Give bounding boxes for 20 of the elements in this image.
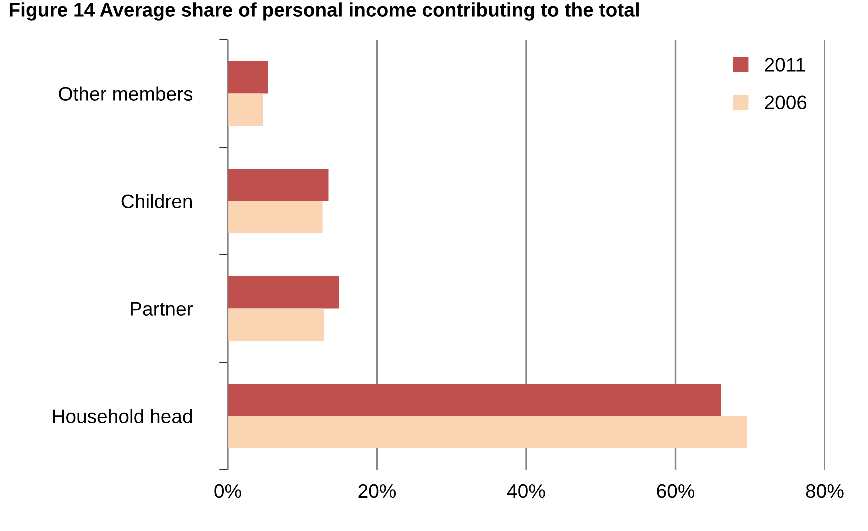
chart-title: Figure 14 Average share of personal income contributing to the total <box>10 2 639 21</box>
y-tick-label: Partner <box>131 302 193 316</box>
bar <box>228 62 268 94</box>
bar <box>228 169 329 202</box>
legend-label: 2011 <box>765 58 806 72</box>
x-tick-label: 20% <box>358 484 396 498</box>
bar <box>228 308 324 341</box>
y-tick-label: Other members <box>59 86 193 101</box>
x-tick-label: 40% <box>507 484 546 498</box>
x-tick-label: 80% <box>806 484 844 498</box>
bar <box>228 94 264 126</box>
x-tick-label: 0% <box>214 484 242 498</box>
x-tick-label: 60% <box>657 484 695 498</box>
bar <box>228 201 323 234</box>
bar <box>228 384 722 416</box>
bar <box>228 276 340 309</box>
y-tick-label: Children <box>122 194 192 208</box>
y-tick-label: Household head <box>53 409 192 424</box>
bar <box>228 416 748 448</box>
legend-label: 2006 <box>765 96 807 110</box>
